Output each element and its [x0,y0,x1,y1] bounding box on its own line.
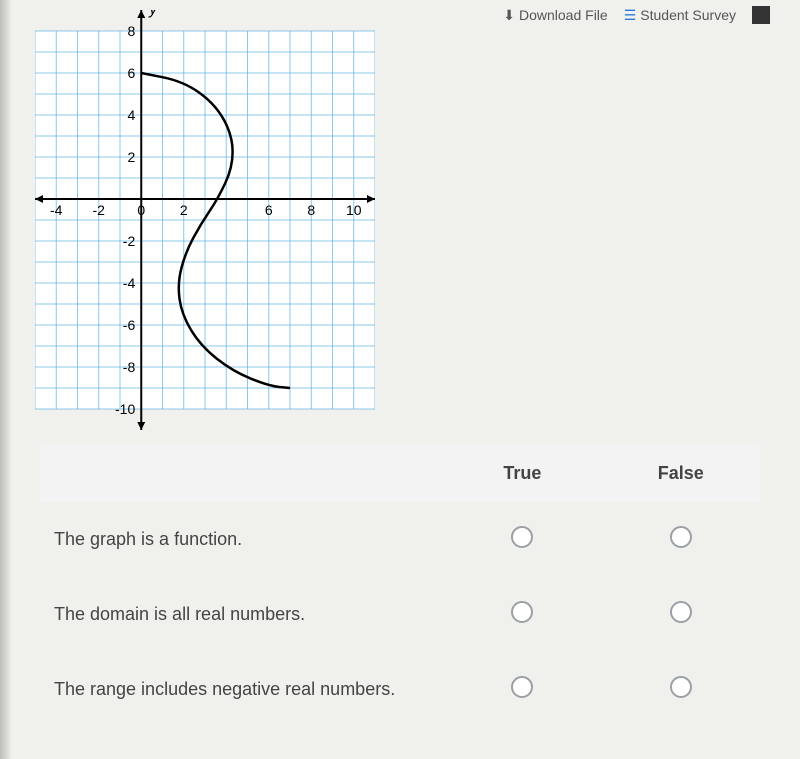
svg-text:-2: -2 [123,233,136,249]
download-icon: ⬇ [503,7,515,24]
svg-text:y: y [148,10,158,18]
radio-true[interactable] [511,676,533,698]
survey-label: Student Survey [640,7,736,23]
question-row: The graph is a function. [40,502,760,577]
question-statement: The domain is all real numbers. [40,577,443,652]
option-true-cell [443,577,601,652]
radio-true[interactable] [511,601,533,623]
svg-text:-4: -4 [123,275,136,291]
download-label: Download File [519,7,608,23]
svg-text:-8: -8 [123,359,136,375]
student-survey-link[interactable]: ☰ Student Survey [624,7,736,24]
option-true-cell [443,652,601,727]
radio-false[interactable] [670,526,692,548]
option-false-cell [602,577,760,652]
header-block-icon [752,6,770,24]
download-file-link[interactable]: ⬇ Download File [503,7,607,24]
question-row: The domain is all real numbers. [40,577,760,652]
svg-text:4: 4 [127,107,135,123]
question-statement: The range includes negative real numbers… [40,652,443,727]
svg-text:8: 8 [127,23,135,39]
option-false-cell [602,652,760,727]
svg-text:6: 6 [127,65,135,81]
svg-text:2: 2 [127,149,135,165]
svg-text:-2: -2 [93,202,106,218]
option-false-cell [602,502,760,577]
question-table: True False The graph is a function.The d… [40,445,760,727]
page-edge-shadow [0,0,12,759]
svg-text:6: 6 [265,202,273,218]
col-false-header: False [602,445,760,502]
radio-false[interactable] [670,601,692,623]
graph: -4-2026810-10-8-6-4-22468xy [35,10,375,430]
svg-text:-4: -4 [50,202,63,218]
radio-false[interactable] [670,676,692,698]
svg-text:2: 2 [180,202,188,218]
svg-text:8: 8 [307,202,315,218]
col-true-header: True [443,445,601,502]
header-bar: ⬇ Download File ☰ Student Survey [503,0,770,30]
question-row: The range includes negative real numbers… [40,652,760,727]
question-statement: The graph is a function. [40,502,443,577]
graph-svg: -4-2026810-10-8-6-4-22468xy [35,10,375,430]
svg-text:10: 10 [346,202,362,218]
col-blank [40,445,443,502]
option-true-cell [443,502,601,577]
list-icon: ☰ [624,7,637,24]
radio-true[interactable] [511,526,533,548]
svg-text:-6: -6 [123,317,136,333]
svg-text:0: 0 [137,202,145,218]
svg-text:-10: -10 [115,401,135,417]
